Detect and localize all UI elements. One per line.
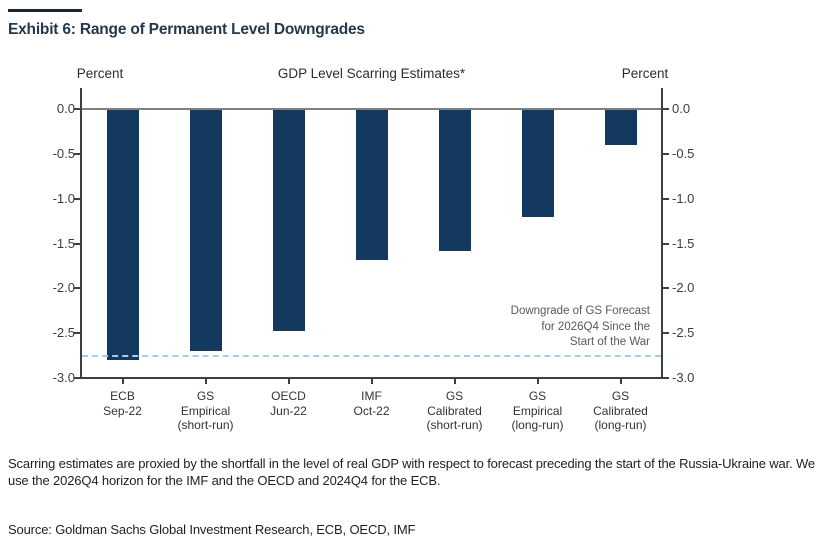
x-axis-category-label: GS Empirical (short-run) (158, 389, 254, 433)
bar (272, 109, 305, 331)
category-label-line: GS (445, 389, 464, 403)
footnote-text: Scarring estimates are proxied by the sh… (8, 456, 815, 488)
y-axis-tick-label-right: -1.5 (672, 235, 695, 251)
category-label-line: Calibrated (427, 403, 482, 418)
category-label-line: (long-run) (511, 418, 564, 432)
left-axis-unit-label: Percent (76, 66, 124, 81)
x-axis-tickmark (204, 378, 207, 384)
y-axis-tick-label-left: -2.5 (52, 325, 75, 341)
annotation-line-3: Start of the War (569, 336, 650, 348)
y-axis-tickmark-right (662, 242, 669, 245)
category-label-line: Empirical (180, 403, 231, 418)
category-label-line: Sep-22 (103, 403, 142, 418)
y-axis-tick-label-left: -1.5 (52, 235, 75, 251)
y-axis-tickmark-left (74, 332, 81, 335)
x-axis-category-label: ECB Sep-22 (75, 389, 171, 418)
y-axis-tickmark-left (74, 287, 81, 290)
x-axis-tickmark (121, 378, 124, 384)
category-label-line: (short-run) (177, 418, 234, 432)
bar (604, 109, 637, 145)
y-axis-tick-label-right: -3.0 (672, 370, 695, 385)
y-axis-tick-label-right: -1.0 (672, 190, 695, 206)
right-axis-unit-label: Percent (621, 66, 669, 81)
y-axis-tickmark-left (74, 377, 81, 379)
x-axis-category-label: OECD Jun-22 (241, 389, 337, 418)
y-axis-tick-label-right: 0.0 (672, 101, 691, 116)
x-axis-category-label: IMF Oct-22 (324, 389, 420, 418)
annotation-line-1: Downgrade of GS Forecast (510, 305, 650, 317)
category-label-line: ECB (110, 389, 135, 403)
y-axis-tickmark-right (662, 108, 669, 110)
category-label-line: Oct-22 (353, 403, 390, 418)
category-label-line: Calibrated (593, 403, 648, 418)
y-axis-tick-label-left: -1.0 (52, 190, 75, 206)
y-axis-tick-label-left: -3.0 (52, 370, 75, 385)
category-label-line: (long-run) (594, 418, 647, 432)
y-axis-tickmark-right (662, 197, 669, 200)
y-axis-tick-label-left: -2.0 (52, 280, 75, 296)
x-axis-tickmark (370, 378, 373, 384)
category-label-line: GS (611, 389, 630, 403)
x-axis-category-label: GS Empirical (long-run) (490, 389, 586, 433)
y-axis-tick-label-right: -2.5 (672, 325, 695, 341)
y-axis-tick-label-right: -0.5 (672, 145, 695, 161)
y-axis-tickmark-left (74, 152, 81, 155)
exhibit-top-rule (8, 9, 82, 12)
x-axis-category-label: GS Calibrated (short-run) (407, 389, 503, 433)
x-axis-tickmark (453, 378, 456, 384)
reference-line-annotation: Downgrade of GS Forecast for 2026Q4 Sinc… (450, 304, 650, 351)
y-axis-tickmark-left (74, 108, 81, 110)
category-label-line: OECD (271, 389, 306, 403)
category-label-line: (short-run) (426, 418, 483, 432)
y-axis-tickmark-left (74, 197, 81, 200)
category-label-line: Jun-22 (270, 403, 307, 418)
bar (106, 109, 139, 360)
category-label-line: Empirical (512, 403, 563, 418)
x-axis-tickmark (536, 378, 539, 384)
y-axis-tickmark-right (662, 332, 669, 335)
y-axis-tick-label-left: 0.0 (56, 101, 75, 116)
bar (355, 109, 388, 260)
bar (189, 109, 222, 351)
y-axis-tickmark-right (662, 377, 669, 379)
y-axis-tickmark-left (74, 242, 81, 245)
y-axis-tick-label-left: -0.5 (52, 145, 75, 161)
y-axis-tickmark-right (662, 152, 669, 155)
y-axis-tickmark-right (662, 287, 669, 290)
chart-title: GDP Level Scarring Estimates* (277, 66, 466, 81)
x-axis-tickmark (619, 378, 622, 384)
category-label-line: IMF (361, 389, 382, 403)
bar (438, 109, 471, 251)
bar (521, 109, 554, 217)
category-label-line: GS (196, 389, 215, 403)
source-text: Source: Goldman Sachs Global Investment … (8, 522, 416, 537)
zero-baseline (82, 108, 661, 110)
exhibit-title: Exhibit 6: Range of Permanent Level Down… (8, 21, 365, 38)
x-axis-category-label: GS Calibrated (long-run) (573, 389, 669, 433)
category-label-line: GS (528, 389, 547, 403)
reference-dashed-line (82, 355, 661, 357)
y-axis-tick-label-right: -2.0 (672, 280, 695, 296)
annotation-line-2: for 2026Q4 Since the (541, 320, 650, 333)
x-axis-tickmark (287, 378, 290, 384)
